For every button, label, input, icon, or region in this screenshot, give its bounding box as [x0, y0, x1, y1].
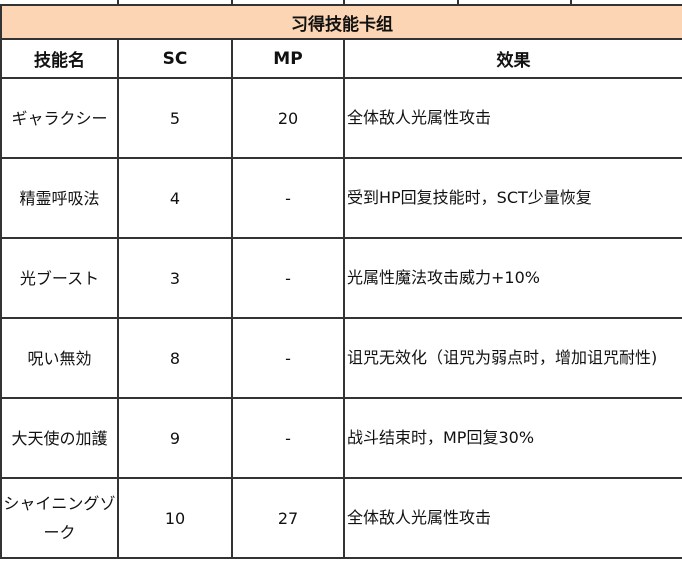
table-title: 习得技能卡组	[0, 4, 682, 40]
skill-mp: 27	[231, 477, 345, 559]
skill-mp: -	[231, 237, 345, 319]
skill-sc: 9	[117, 397, 233, 479]
skill-effect: 全体敌人光属性攻击	[343, 477, 682, 559]
header-skill-name: 技能名	[0, 38, 119, 79]
skill-name: 精霊呼吸法	[0, 157, 119, 239]
skill-name: 光ブースト	[0, 237, 119, 319]
skill-mp: 20	[231, 77, 345, 159]
skill-sc: 4	[117, 157, 233, 239]
header-effect: 效果	[343, 38, 682, 79]
header-sc: SC	[117, 38, 233, 79]
skill-effect: 光属性魔法攻击威力+10%	[343, 237, 682, 319]
table-row: 光ブースト 3 - 光属性魔法攻击威力+10%	[0, 237, 682, 319]
skill-effect: 全体敌人光属性攻击	[343, 77, 682, 159]
skill-sc: 3	[117, 237, 233, 319]
skill-name: ギャラクシー	[0, 77, 119, 159]
skill-card-table: 习得技能卡组 技能名 SC MP 效果 ギャラクシー 5 20 全体敌人光属性攻…	[0, 4, 682, 559]
table-row: 精霊呼吸法 4 - 受到HP回复技能时，SCT少量恢复	[0, 157, 682, 239]
skill-mp: -	[231, 157, 345, 239]
skill-effect: 诅咒无效化（诅咒为弱点时，增加诅咒耐性)	[343, 317, 682, 399]
table-row: 大天使の加護 9 - 战斗结束时，MP回复30%	[0, 397, 682, 479]
table-row: 呪い無効 8 - 诅咒无效化（诅咒为弱点时，增加诅咒耐性)	[0, 317, 682, 399]
skill-name: 大天使の加護	[0, 397, 119, 479]
skill-effect: 受到HP回复技能时，SCT少量恢复	[343, 157, 682, 239]
table-row: ギャラクシー 5 20 全体敌人光属性攻击	[0, 77, 682, 159]
skill-mp: -	[231, 317, 345, 399]
skill-sc: 5	[117, 77, 233, 159]
table-row: シャイニングゾーク 10 27 全体敌人光属性攻击	[0, 477, 682, 559]
skill-effect: 战斗结束时，MP回复30%	[343, 397, 682, 479]
skill-mp: -	[231, 397, 345, 479]
header-mp: MP	[231, 38, 345, 79]
skill-name: 呪い無効	[0, 317, 119, 399]
skill-name: シャイニングゾーク	[0, 477, 119, 559]
skill-sc: 8	[117, 317, 233, 399]
skill-sc: 10	[117, 477, 233, 559]
